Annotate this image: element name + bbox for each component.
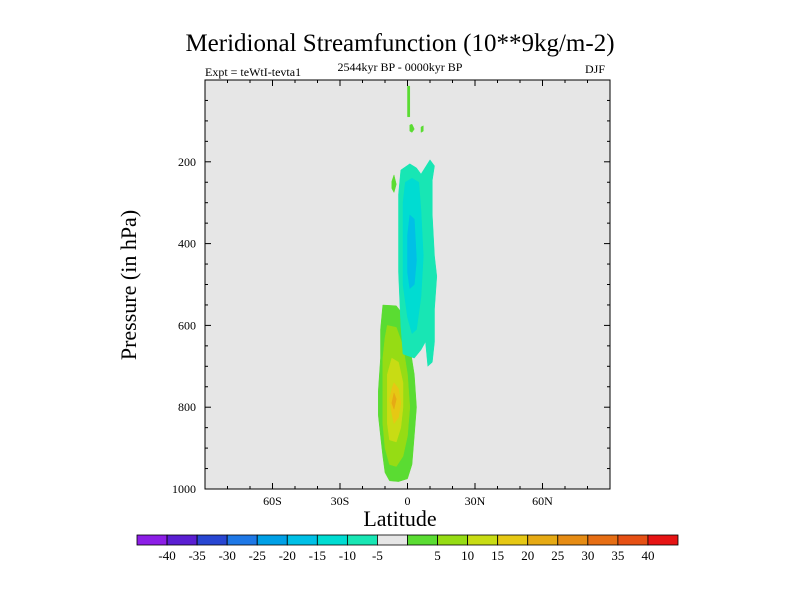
y-tick-label: 600: [178, 318, 196, 332]
x-tick-label: 0: [405, 494, 411, 508]
colorbar-label: 15: [491, 548, 504, 563]
colorbar-label: -20: [279, 548, 296, 563]
colorbar-swatch: [407, 534, 438, 546]
positive-blobs-upper-contour-5: [391, 174, 397, 194]
positive-blobs-upper-contour-5: [420, 125, 424, 133]
colorbar-swatch: [316, 534, 348, 546]
colorbar-swatch: [377, 534, 408, 546]
colorbar-label: 10: [461, 548, 474, 563]
axes: 200 400 600 800 1000 60S 30S 0 30N 60N: [172, 79, 611, 508]
colorbar-swatch: [647, 534, 679, 546]
season-label: DJF: [585, 62, 606, 76]
y-tick-label: 400: [178, 237, 196, 251]
y-tick-label: 200: [178, 155, 196, 169]
x-tick-label: 30N: [465, 494, 486, 508]
colorbar-swatch: [166, 534, 198, 546]
colorbar-swatch: [587, 534, 619, 546]
colorbar-label: 20: [521, 548, 534, 563]
positive-cell-south-contour-25: [391, 392, 397, 411]
colorbar-swatch: [346, 534, 378, 546]
colorbar-label: -35: [188, 548, 205, 563]
colorbar-swatch: [467, 534, 499, 546]
colorbar-label: -30: [218, 548, 235, 563]
experiment-label: Expt = teWtI-tevta1: [205, 65, 302, 79]
colorbar-swatch: [226, 534, 258, 546]
colorbar-swatch: [527, 534, 559, 546]
y-tick-label: 1000: [172, 482, 196, 496]
colorbar-swatch: [196, 534, 228, 546]
colorbar-label: 40: [641, 548, 654, 563]
colorbar: -40 -35 -30 -25 -20 -15 -10 -5 5 10 15 20 25 30 35 40: [136, 534, 679, 563]
x-axis-label: Latitude: [363, 506, 437, 531]
chart-title: Meridional Streamfunction (10**9kg/m-2): [185, 30, 615, 57]
colorbar-swatch: [617, 534, 649, 546]
colorbar-swatch: [286, 534, 318, 546]
x-tick-label: 30S: [331, 494, 350, 508]
colorbar-swatch: [557, 534, 589, 546]
colorbar-swatch: [256, 534, 288, 546]
colorbar-swatch: [136, 534, 168, 546]
y-tick-label: 800: [178, 400, 196, 414]
colorbar-label: -40: [158, 548, 175, 563]
colorbar-label: 5: [434, 548, 441, 563]
colorbar-label: -5: [372, 548, 383, 563]
plot-area: [205, 80, 610, 489]
x-tick-label: 60S: [263, 494, 282, 508]
positive-blobs-upper-contour-5: [407, 85, 411, 118]
positive-blobs-upper-contour-5: [409, 123, 415, 133]
time-range-label: 2544kyr BP - 0000kyr BP: [337, 60, 463, 74]
negative-cell-north-contour-neg15: [407, 214, 417, 290]
colorbar-label: -10: [339, 548, 356, 563]
colorbar-label: 30: [581, 548, 594, 563]
colorbar-swatch: [497, 534, 529, 546]
colorbar-label: -25: [249, 548, 266, 563]
colorbar-label: 35: [611, 548, 624, 563]
colorbar-swatch: [437, 534, 469, 546]
x-tick-label: 60N: [532, 494, 553, 508]
colorbar-label: -15: [309, 548, 326, 563]
colorbar-label: 25: [551, 548, 564, 563]
